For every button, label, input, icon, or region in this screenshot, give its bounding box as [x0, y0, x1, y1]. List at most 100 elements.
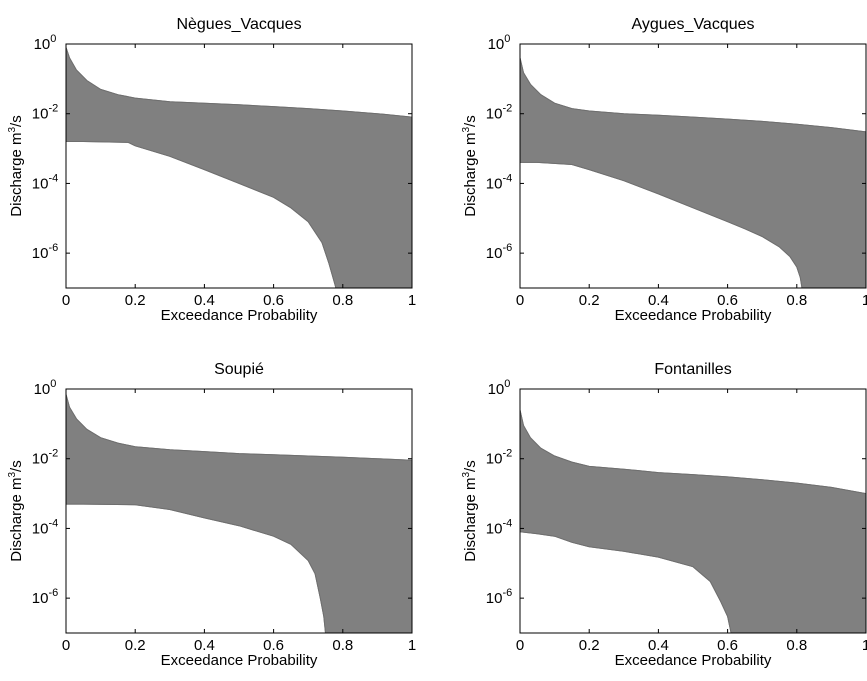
y-tick-label: 10-2	[486, 103, 512, 123]
x-tick-label: 0	[62, 292, 70, 309]
y-tick-exponent: 0	[504, 33, 510, 45]
y-axis-label-main: Discharge m	[462, 478, 479, 562]
y-axis-label-sup: 3	[461, 472, 472, 478]
y-axis-label: Discharge m3/s	[461, 460, 479, 561]
upper-envelope-line	[66, 394, 412, 461]
y-axis-label: Discharge m3/s	[7, 115, 25, 216]
y-tick-exponent: -2	[502, 103, 512, 115]
y-tick-label: 10-6	[486, 587, 512, 607]
x-axis-label: Exceedance Probability	[615, 652, 772, 669]
y-tick-label: 100	[488, 378, 511, 398]
ensemble-band	[520, 409, 866, 633]
axes-box	[519, 43, 867, 289]
x-tick-label: 0.8	[786, 637, 807, 654]
x-tick-label: 0	[516, 292, 524, 309]
y-tick-base: 10	[486, 245, 503, 262]
y-tick-label: 10-6	[32, 587, 58, 607]
y-axis-label-main: Discharge m	[8, 133, 25, 217]
y-tick-base: 10	[32, 590, 49, 607]
y-axis-label-tail: /s	[462, 460, 479, 472]
chart-panel-3: 0 0.2 0.4 0.6 0.8 110010-210-410-6SoupiéExcee…	[7, 361, 416, 669]
ensemble-band	[66, 394, 412, 633]
x-tick-label: 0.4	[194, 292, 215, 309]
ensemble-band	[520, 57, 866, 288]
chart-panel-4: 0 0.2 0.4 0.6 0.8 110010-210-410-6Fontanilles…	[461, 361, 867, 669]
chart-title: Nègues_Vacques	[176, 16, 301, 33]
x-tick-label: 0.4	[648, 292, 669, 309]
axes-box	[519, 388, 867, 634]
x-tick-label: 0.8	[786, 292, 807, 309]
chart-title: Soupié	[214, 361, 264, 378]
y-tick-exponent: -4	[502, 172, 512, 184]
y-tick-exponent: -4	[48, 517, 58, 529]
y-axis-label-main: Discharge m	[462, 133, 479, 217]
x-axis-label: Exceedance Probability	[161, 307, 318, 324]
y-tick-base: 10	[486, 590, 503, 607]
y-tick-label: 10-4	[486, 517, 512, 537]
axes-box	[65, 43, 413, 289]
x-tick-label: 0.8	[332, 292, 353, 309]
y-tick-label: 10-2	[32, 103, 58, 123]
y-axis-label-tail: /s	[462, 115, 479, 127]
y-tick-base: 10	[486, 106, 503, 123]
x-tick-label: 1	[408, 292, 416, 309]
y-tick-base: 10	[486, 175, 503, 192]
y-tick-base: 10	[488, 36, 505, 53]
chart-panel-2: 0 0.2 0.4 0.6 0.8 110010-210-410-6Aygues_Vacq…	[461, 16, 867, 324]
y-axis-label-tail: /s	[8, 460, 25, 472]
y-tick-exponent: 0	[50, 378, 56, 390]
axes-box	[65, 388, 413, 634]
lower-envelope-line	[520, 161, 803, 288]
y-tick-label: 100	[488, 33, 511, 53]
x-tick-label: 0.4	[194, 637, 215, 654]
ensemble-band	[66, 47, 412, 288]
y-tick-base: 10	[32, 520, 49, 537]
y-tick-base: 10	[486, 520, 503, 537]
y-tick-exponent: 0	[50, 33, 56, 45]
x-tick-label: 0.2	[579, 637, 600, 654]
upper-envelope-line	[66, 47, 412, 118]
y-tick-label: 100	[34, 378, 57, 398]
y-tick-label: 10-2	[486, 448, 512, 468]
y-axis-label: Discharge m3/s	[7, 460, 25, 561]
y-tick-base: 10	[32, 175, 49, 192]
chart-panel-1: 0 0.2 0.4 0.6 0.8 110010-210-410-6Nègues_Vacq…	[7, 16, 416, 324]
y-axis-label-tail: /s	[8, 115, 25, 127]
y-tick-exponent: -2	[48, 103, 58, 115]
x-tick-label: 0.6	[717, 292, 738, 309]
y-axis-label-sup: 3	[461, 127, 472, 133]
y-tick-exponent: -2	[502, 448, 512, 460]
y-tick-exponent: -6	[502, 242, 512, 254]
y-axis-label-sup: 3	[7, 472, 18, 478]
y-axis-label: Discharge m3/s	[461, 115, 479, 216]
y-tick-exponent: 0	[504, 378, 510, 390]
x-tick-label: 1	[408, 637, 416, 654]
y-tick-label: 10-6	[486, 242, 512, 262]
x-axis-label: Exceedance Probability	[615, 307, 772, 324]
x-tick-label: 0.2	[125, 292, 146, 309]
y-tick-exponent: -4	[502, 517, 512, 529]
y-tick-base: 10	[34, 381, 51, 398]
y-tick-base: 10	[32, 451, 49, 468]
lower-envelope-line	[520, 531, 732, 633]
y-tick-label: 10-4	[486, 172, 512, 192]
y-axis-label-sup: 3	[7, 127, 18, 133]
x-tick-label: 0.2	[125, 637, 146, 654]
x-tick-label: 0	[516, 637, 524, 654]
y-tick-label: 100	[34, 33, 57, 53]
x-tick-label: 1	[862, 637, 867, 654]
x-tick-label: 0.6	[717, 637, 738, 654]
y-tick-label: 10-4	[32, 517, 58, 537]
x-tick-label: 1	[862, 292, 867, 309]
lower-envelope-line	[66, 141, 337, 288]
x-axis-label: Exceedance Probability	[161, 652, 318, 669]
y-tick-base: 10	[488, 381, 505, 398]
y-tick-base: 10	[34, 36, 51, 53]
chart-title: Aygues_Vacques	[631, 16, 754, 33]
y-tick-exponent: -6	[48, 587, 58, 599]
y-tick-exponent: -4	[48, 172, 58, 184]
y-tick-exponent: -6	[502, 587, 512, 599]
y-tick-label: 10-6	[32, 242, 58, 262]
x-tick-label: 0.4	[648, 637, 669, 654]
